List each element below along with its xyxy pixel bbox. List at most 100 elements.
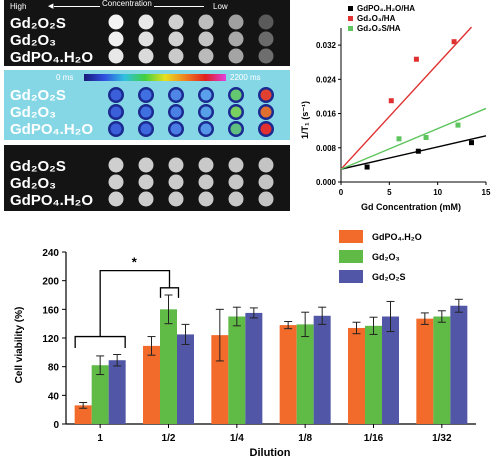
bar xyxy=(245,312,263,424)
phantom-well-core xyxy=(260,89,272,101)
phantom-well xyxy=(168,14,184,30)
bar xyxy=(91,365,109,424)
phantom-well-core xyxy=(200,123,212,135)
x-axis-label: Gd Concentration (mM) xyxy=(361,202,461,212)
bar xyxy=(228,316,246,424)
bar xyxy=(348,327,365,424)
row-label: GdPO₄.H₂O xyxy=(10,121,93,138)
concentration-label: Concentration xyxy=(100,0,154,8)
phantom-wells-1 xyxy=(108,14,274,64)
phantom-well xyxy=(198,14,214,30)
fit-line xyxy=(340,135,487,170)
row-label: Gd₂O₃ xyxy=(10,32,57,49)
x-tick-label: 15 xyxy=(482,188,491,197)
phantom-well xyxy=(228,157,244,173)
phantom-well-core xyxy=(110,123,122,135)
x-tick-label: 1/16 xyxy=(364,433,384,444)
colorbar-min-label: 0 ms xyxy=(56,73,74,82)
data-point xyxy=(455,122,461,128)
phantom-well xyxy=(258,174,274,190)
bar xyxy=(313,315,331,424)
phantom-well xyxy=(108,174,124,190)
significance-bracket xyxy=(74,335,126,349)
legend-label: GdPO₄.H₂O/HA xyxy=(357,4,415,13)
y-axis-label: 1/T₁ (s⁻¹) xyxy=(300,101,310,139)
significance-marker: * xyxy=(132,255,138,270)
legend-marker xyxy=(348,26,353,31)
data-point xyxy=(388,98,394,104)
phantom-well xyxy=(258,48,274,64)
data-point xyxy=(415,148,421,154)
legend-marker xyxy=(348,16,353,21)
x-tick-label: 1/32 xyxy=(432,433,452,444)
bar xyxy=(365,325,382,424)
significance-connector xyxy=(99,269,171,337)
y-tick-label: 0.032 xyxy=(316,41,337,50)
phantom-well xyxy=(258,31,274,47)
high-label: High xyxy=(10,2,27,11)
phantom-well xyxy=(168,48,184,64)
cell-viability-chart: Cell viability (%) Dilution 0 40 80 120 160 2… xyxy=(14,230,476,459)
phantom-well xyxy=(228,31,244,47)
bar xyxy=(211,335,229,424)
phantom-well-core xyxy=(170,89,182,101)
phantom-panel-t1-weighted: High ◀ Concentration Low Gd₂O₂S Gd₂O₃ Gd… xyxy=(4,0,290,66)
phantom-panel-t1-map: 0 ms 2200 ms Gd₂O₂S Gd₂O₃ GdPO₄.H₂O xyxy=(4,70,290,140)
phantom-well xyxy=(258,191,274,207)
phantom-well xyxy=(198,174,214,190)
row-label: Gd₂O₃ xyxy=(10,175,57,192)
data-point xyxy=(364,164,370,170)
bar xyxy=(74,405,92,424)
phantom-well-core xyxy=(260,106,272,118)
phantom-well-core xyxy=(200,106,212,118)
phantom-well xyxy=(198,31,214,47)
x-tick-label: 1/8 xyxy=(298,433,312,444)
phantom-well-core xyxy=(140,106,152,118)
y-axis-label: Cell viability (%) xyxy=(14,307,25,384)
x-tick-label: 10 xyxy=(433,188,442,197)
y-tick-label: 160 xyxy=(42,305,59,316)
phantom-wells-3 xyxy=(108,157,274,207)
bar xyxy=(433,316,451,424)
phantom-well xyxy=(258,14,274,30)
phantom-well xyxy=(228,14,244,30)
y-tick-label: 40 xyxy=(48,391,60,402)
y-tick-label: 0 xyxy=(53,420,59,431)
y-tick-label: 0.000 xyxy=(316,178,337,187)
data-point xyxy=(423,135,429,141)
legend-label: Gd₂O₃ xyxy=(372,252,400,262)
bar xyxy=(279,325,297,424)
phantom-well xyxy=(168,191,184,207)
low-label: Low xyxy=(213,2,228,11)
bar xyxy=(177,334,194,424)
data-point xyxy=(396,136,402,142)
y-tick-label: 0.024 xyxy=(316,75,337,84)
fit-line xyxy=(340,26,473,170)
bar xyxy=(143,345,160,424)
phantom-well xyxy=(108,157,124,173)
relaxivity-chart: 1/T₁ (s⁻¹) Gd Concentration (mM) 0 5 10 15 0… xyxy=(300,4,491,212)
phantom-well xyxy=(168,157,184,173)
data-point xyxy=(469,140,474,146)
row-label: GdPO₄.H₂O xyxy=(10,49,93,66)
phantom-wells-2 xyxy=(108,87,274,137)
phantom-well xyxy=(198,157,214,173)
y-tick-label: 80 xyxy=(48,363,60,374)
y-tick-label: 240 xyxy=(42,248,59,259)
legend-swatch xyxy=(339,230,363,243)
phantom-well xyxy=(108,31,124,47)
phantom-well xyxy=(198,48,214,64)
phantom-well xyxy=(138,14,154,30)
bar xyxy=(296,324,314,424)
x-axis-label: Dilution xyxy=(250,447,291,459)
phantom-well xyxy=(228,174,244,190)
y-tick-label: 0.016 xyxy=(316,110,337,119)
phantom-well xyxy=(228,191,244,207)
left-arrow-icon: ◀ xyxy=(48,3,54,10)
legend-label: Gd₂O₂S/HA xyxy=(357,24,401,33)
phantom-well xyxy=(138,174,154,190)
phantom-well-core xyxy=(200,89,212,101)
phantom-well xyxy=(138,31,154,47)
phantom-well xyxy=(168,174,184,190)
legend-swatch xyxy=(339,270,363,283)
